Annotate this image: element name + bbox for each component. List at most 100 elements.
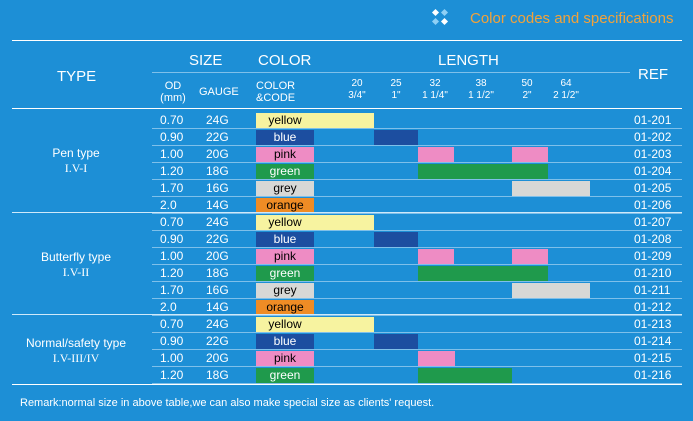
- length-bar: [418, 351, 455, 366]
- length-mm: 32: [429, 78, 441, 89]
- length-mm: 38: [475, 78, 487, 89]
- od-cell: 1.00: [160, 249, 184, 263]
- ref-cell: 01-214: [634, 334, 672, 348]
- od-cell: 1.00: [160, 351, 184, 365]
- ref-cell: 01-202: [634, 130, 672, 144]
- row-divider: [152, 162, 682, 163]
- ref-cell: 01-210: [634, 266, 672, 280]
- od-cell: 0.90: [160, 232, 184, 246]
- ref-cell: 01-213: [634, 317, 672, 331]
- row-divider: [152, 247, 682, 248]
- ref-cell: 01-215: [634, 351, 672, 365]
- length-inch: 3/4": [348, 90, 366, 101]
- color-code-swatch: pink: [256, 147, 314, 162]
- ref-cell: 01-201: [634, 113, 672, 127]
- row-divider: [152, 128, 682, 129]
- od-cell: 0.70: [160, 317, 184, 331]
- row-divider: [152, 213, 682, 214]
- length-header-20: 20 3/4": [340, 78, 374, 102]
- length-mm: 64: [560, 78, 572, 89]
- color-code-swatch: grey: [256, 283, 314, 298]
- top-rule: [12, 40, 682, 41]
- column-header-ref: REF: [638, 66, 668, 83]
- od-cell: 1.70: [160, 283, 184, 297]
- color-code-swatch: green: [256, 266, 314, 281]
- length-header-64: 64 2 1/2": [549, 78, 583, 102]
- od-cell: 1.70: [160, 181, 184, 195]
- header-bottom-rule: [12, 108, 682, 109]
- group-type-code: I.V-I: [64, 161, 88, 175]
- row-divider: [152, 281, 682, 282]
- od-cell: 1.20: [160, 164, 184, 178]
- length-mm: 50: [521, 78, 533, 89]
- ref-cell: 01-205: [634, 181, 672, 195]
- color-code-header: COLOR &CODE: [256, 80, 306, 104]
- gauge-cell: 24G: [206, 317, 229, 331]
- group-label-pen: Pen type I.V-I: [0, 146, 152, 176]
- color-code-swatch: orange: [256, 198, 314, 213]
- group-type-name: Normal/safety type: [25, 336, 127, 350]
- length-bar: [512, 147, 548, 162]
- table-bottom-rule: [12, 384, 682, 385]
- length-bar: [374, 130, 418, 145]
- color-code-swatch: grey: [256, 181, 314, 196]
- length-bar: [314, 317, 374, 332]
- group-divider: [12, 314, 682, 315]
- od-cell: 1.20: [160, 266, 184, 280]
- color-code-swatch: yellow: [256, 215, 314, 230]
- ref-cell: 01-209: [634, 249, 672, 263]
- color-code-swatch: pink: [256, 351, 314, 366]
- length-bar: [418, 368, 512, 383]
- od-header-line1: OD: [164, 80, 182, 92]
- remark-text: Remark:normal size in above table,we can…: [20, 397, 435, 409]
- length-inch: 1 1/2": [468, 90, 494, 101]
- od-cell: 0.90: [160, 130, 184, 144]
- length-bar: [512, 249, 548, 264]
- od-cell: 0.70: [160, 215, 184, 229]
- length-bar: [418, 266, 548, 281]
- group-divider: [12, 212, 682, 213]
- row-divider: [152, 196, 682, 197]
- diamond-dots-icon: [431, 8, 449, 26]
- gauge-cell: 18G: [206, 164, 229, 178]
- group-label-normal-safety: Normal/safety type I.V-III/IV: [0, 336, 152, 366]
- gauge-cell: 14G: [206, 198, 229, 212]
- page-title: Color codes and specifications: [470, 10, 674, 27]
- gauge-header: GAUGE: [199, 86, 239, 98]
- gauge-cell: 22G: [206, 232, 229, 246]
- length-bar: [418, 147, 454, 162]
- gauge-cell: 22G: [206, 334, 229, 348]
- od-cell: 0.90: [160, 334, 184, 348]
- group-label-butterfly: Butterfly type I.V-II: [0, 250, 152, 280]
- color-code-swatch: green: [256, 368, 314, 383]
- color-code-swatch: blue: [256, 334, 314, 349]
- color-code-swatch: green: [256, 164, 314, 179]
- gauge-cell: 20G: [206, 249, 229, 263]
- length-inch: 2 1/2": [553, 90, 579, 101]
- length-header-32: 32 1 1/4": [418, 78, 452, 102]
- length-bar: [512, 181, 590, 196]
- ref-cell: 01-211: [634, 283, 671, 297]
- row-divider: [152, 332, 682, 333]
- length-bar: [418, 249, 454, 264]
- row-divider: [152, 298, 682, 299]
- length-inch: 1 1/4": [422, 90, 448, 101]
- row-divider: [152, 145, 682, 146]
- length-bar: [314, 215, 374, 230]
- row-divider: [152, 179, 682, 180]
- row-divider: [152, 315, 682, 316]
- color-code-swatch: orange: [256, 300, 314, 315]
- color-code-header-line2: &CODE: [256, 92, 296, 104]
- length-header-50: 50 2": [510, 78, 544, 102]
- length-bar: [418, 164, 548, 179]
- color-code-swatch: blue: [256, 130, 314, 145]
- column-header-length: LENGTH: [438, 52, 499, 69]
- length-inch: 1": [391, 90, 401, 101]
- length-bar: [512, 283, 590, 298]
- row-divider: [152, 264, 682, 265]
- od-cell: 1.20: [160, 368, 184, 382]
- length-bar: [314, 113, 374, 128]
- gauge-cell: 16G: [206, 181, 229, 195]
- ref-cell: 01-208: [634, 232, 672, 246]
- ref-cell: 01-212: [634, 300, 672, 314]
